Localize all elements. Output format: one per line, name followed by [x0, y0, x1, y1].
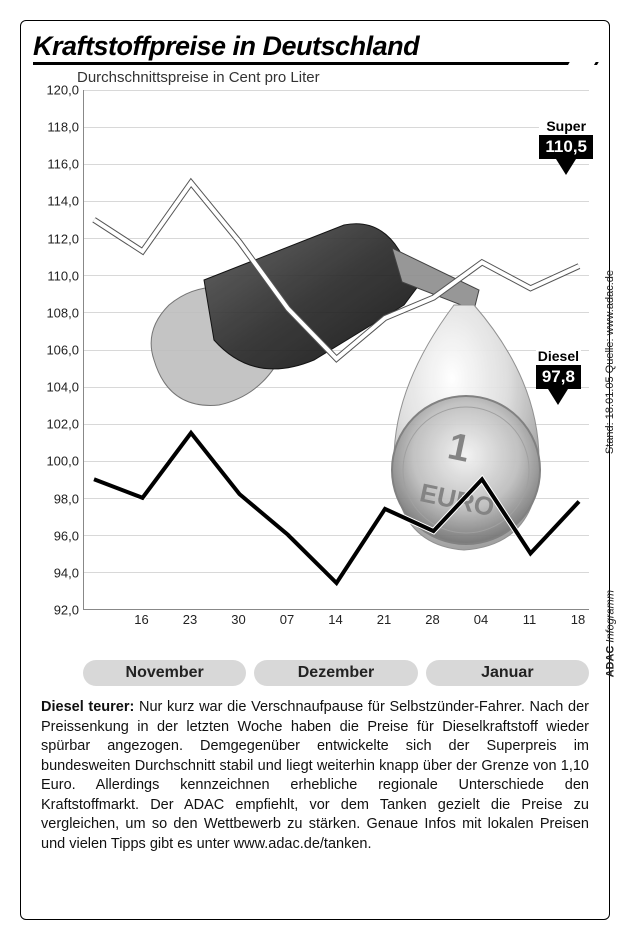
y-tick-label: 110,0	[41, 268, 79, 283]
x-tick-label: 14	[328, 612, 342, 627]
month-dezember: Dezember	[254, 660, 417, 686]
y-tick-label: 116,0	[41, 157, 79, 172]
chart-area: Stand: 18.01.05 Quelle: www.adac.de ADAC…	[41, 90, 589, 650]
y-tick-label: 104,0	[41, 380, 79, 395]
x-tick-label: 04	[474, 612, 488, 627]
y-tick-label: 98,0	[41, 491, 79, 506]
y-tick-label: 108,0	[41, 305, 79, 320]
x-tick-label: 21	[377, 612, 391, 627]
x-tick-label: 23	[183, 612, 197, 627]
diesel-label: Diesel	[536, 348, 581, 364]
x-axis: 16 23 30 07 14 21 28 04 11 18	[83, 610, 589, 650]
super-value: 110,5	[539, 135, 593, 159]
diesel-value: 97,8	[536, 365, 581, 389]
month-januar: Januar	[426, 660, 589, 686]
infographic-frame: Kraftstoffpreise in Deutschland Durchsch…	[20, 20, 610, 920]
y-tick-label: 118,0	[41, 120, 79, 135]
credit-text: ADAC Infogramm	[604, 590, 616, 677]
main-title: Kraftstoffpreise in Deutschland	[33, 31, 597, 65]
x-tick-label: 18	[571, 612, 585, 627]
y-tick-label: 102,0	[41, 417, 79, 432]
subtitle: Durchschnittspreise in Cent pro Liter	[77, 69, 597, 86]
y-tick-label: 92,0	[41, 603, 79, 618]
source-text: Stand: 18.01.05 Quelle: www.adac.de	[604, 270, 616, 454]
y-tick-label: 114,0	[41, 194, 79, 209]
month-november: November	[83, 660, 246, 686]
super-label: Super	[539, 118, 593, 134]
caption: Diesel teurer: Nur kurz war die Verschna…	[41, 698, 589, 855]
x-tick-label: 30	[231, 612, 245, 627]
caption-lead: Diesel teurer:	[41, 699, 134, 715]
y-tick-label: 96,0	[41, 528, 79, 543]
y-tick-label: 100,0	[41, 454, 79, 469]
x-tick-label: 07	[280, 612, 294, 627]
y-tick-label: 106,0	[41, 343, 79, 358]
line-chart-svg	[84, 90, 589, 609]
credit-brand: ADAC	[604, 646, 616, 678]
credit-rest: Infogramm	[604, 590, 616, 646]
y-tick-label: 112,0	[41, 231, 79, 246]
month-row: November Dezember Januar	[83, 660, 589, 686]
callout-pointer-icon	[556, 159, 576, 175]
super-callout: Super 110,5	[539, 118, 593, 175]
diesel-callout: Diesel 97,8	[536, 348, 581, 405]
y-tick-label: 94,0	[41, 565, 79, 580]
y-tick-label: 120,0	[41, 83, 79, 98]
x-tick-label: 11	[523, 612, 537, 627]
callout-pointer-icon	[548, 389, 568, 405]
plot-region: 1 EURO Super 110,5 Diesel 97,8	[83, 90, 589, 610]
caption-body: Nur kurz war die Verschnaufpause für Sel…	[41, 699, 589, 852]
x-tick-label: 16	[134, 612, 148, 627]
title-block: Kraftstoffpreise in Deutschland	[33, 31, 597, 65]
y-axis: 92,094,096,098,0100,0102,0104,0106,0108,…	[41, 90, 79, 610]
x-tick-label: 28	[425, 612, 439, 627]
